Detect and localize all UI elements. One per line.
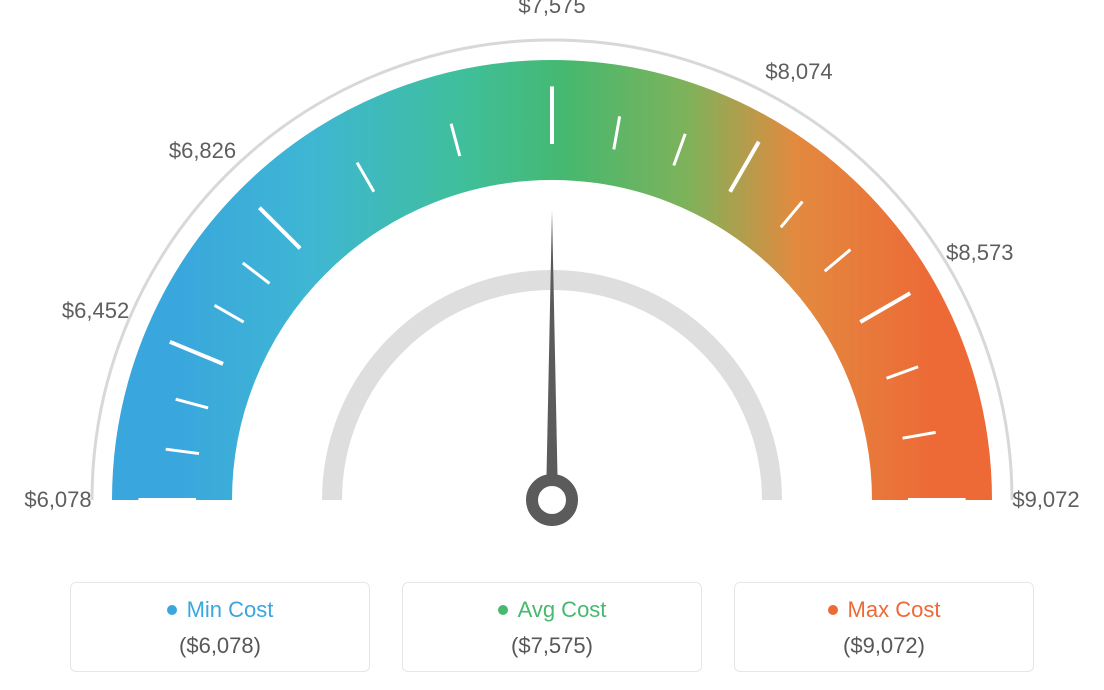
legend-label-min: Min Cost bbox=[187, 597, 274, 623]
legend-row: Min Cost ($6,078) Avg Cost ($7,575) Max … bbox=[0, 582, 1104, 672]
gauge-tick-label: $9,072 bbox=[1012, 487, 1079, 513]
gauge-tick-label: $8,074 bbox=[765, 59, 832, 85]
legend-card-min: Min Cost ($6,078) bbox=[70, 582, 370, 672]
gauge-tick-label: $8,573 bbox=[946, 240, 1013, 266]
gauge-tick-label: $6,078 bbox=[24, 487, 91, 513]
legend-title-max: Max Cost bbox=[828, 597, 941, 623]
legend-title-min: Min Cost bbox=[167, 597, 274, 623]
legend-label-avg: Avg Cost bbox=[518, 597, 607, 623]
legend-dot-avg bbox=[498, 605, 508, 615]
legend-value-min: ($6,078) bbox=[179, 633, 261, 659]
legend-dot-max bbox=[828, 605, 838, 615]
gauge-svg bbox=[52, 0, 1052, 560]
chart-container: $6,078 $6,452 $6,826 $7,575 $8,074 $8,573 $9,0… bbox=[0, 0, 1104, 690]
legend-value-max: ($9,072) bbox=[843, 633, 925, 659]
legend-card-avg: Avg Cost ($7,575) bbox=[402, 582, 702, 672]
gauge-tick-label: $6,452 bbox=[62, 298, 129, 324]
gauge-tick-label: $7,575 bbox=[518, 0, 585, 19]
legend-dot-min bbox=[167, 605, 177, 615]
gauge-tick-label: $6,826 bbox=[169, 138, 236, 164]
legend-value-avg: ($7,575) bbox=[511, 633, 593, 659]
gauge: $6,078$6,452$6,826$7,575$8,074$8,573$9,0… bbox=[52, 0, 1052, 560]
legend-label-max: Max Cost bbox=[848, 597, 941, 623]
legend-card-max: Max Cost ($9,072) bbox=[734, 582, 1034, 672]
legend-title-avg: Avg Cost bbox=[498, 597, 607, 623]
